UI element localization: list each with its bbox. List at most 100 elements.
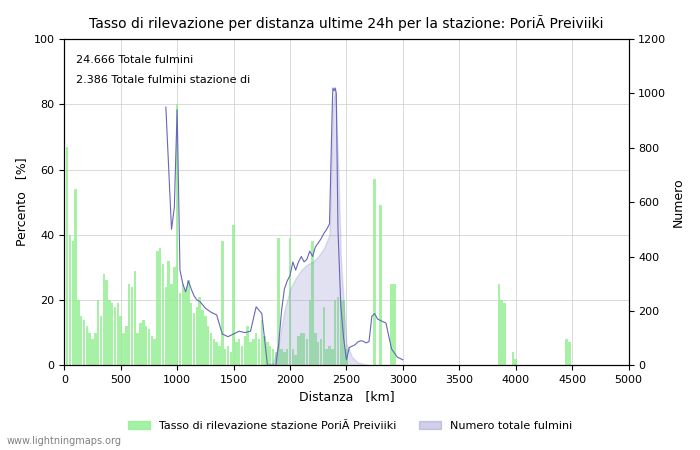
Bar	[94, 333, 97, 365]
Bar	[280, 349, 283, 365]
Bar	[218, 346, 220, 365]
Legend: Tasso di rilevazione stazione PoriÃ Preiviiki, Numero totale fulmini: Tasso di rilevazione stazione PoriÃ Prei…	[123, 417, 577, 436]
Bar	[97, 300, 99, 365]
Bar	[258, 339, 260, 365]
Bar	[566, 339, 568, 365]
Bar	[190, 303, 193, 365]
Bar	[187, 280, 190, 365]
Bar	[91, 339, 94, 365]
Bar	[122, 333, 125, 365]
Bar	[199, 297, 201, 365]
Bar	[298, 336, 300, 365]
Bar	[102, 274, 105, 365]
Bar	[167, 261, 170, 365]
Bar	[334, 300, 337, 365]
Bar	[238, 339, 241, 365]
Y-axis label: Numero: Numero	[672, 177, 685, 227]
Bar	[178, 293, 181, 365]
Bar	[145, 326, 147, 365]
Bar	[99, 316, 102, 365]
Bar	[139, 323, 141, 365]
Bar	[260, 320, 263, 365]
Bar	[235, 342, 237, 365]
Bar	[108, 300, 111, 365]
Bar	[303, 333, 305, 365]
Y-axis label: Percento   [%]: Percento [%]	[15, 158, 28, 247]
Bar	[221, 241, 223, 365]
Bar	[173, 267, 176, 365]
Bar	[106, 280, 108, 365]
Bar	[246, 326, 249, 365]
Bar	[317, 342, 319, 365]
Bar	[117, 303, 119, 365]
Bar	[286, 349, 288, 365]
Bar	[142, 320, 144, 365]
Bar	[153, 339, 156, 365]
Bar	[300, 333, 302, 365]
Bar	[216, 342, 218, 365]
Text: 24.666 Totale fulmini: 24.666 Totale fulmini	[76, 55, 192, 65]
Title: Tasso di rilevazione per distanza ultime 24h per la stazione: PoriÃ Preiviiki: Tasso di rilevazione per distanza ultime…	[89, 15, 603, 31]
Text: www.lightningmaps.org: www.lightningmaps.org	[7, 436, 122, 446]
Bar	[373, 179, 376, 365]
Bar	[269, 346, 272, 365]
Bar	[244, 336, 246, 365]
Bar	[170, 284, 173, 365]
X-axis label: Distanza   [km]: Distanza [km]	[299, 391, 394, 404]
Bar	[295, 356, 297, 365]
Bar	[148, 329, 150, 365]
Bar	[312, 241, 314, 365]
Bar	[224, 349, 226, 365]
Bar	[210, 333, 212, 365]
Bar	[328, 346, 330, 365]
Bar	[393, 284, 395, 365]
Bar	[503, 303, 505, 365]
Bar	[156, 251, 159, 365]
Bar	[80, 316, 83, 365]
Bar	[83, 320, 85, 365]
Bar	[204, 316, 206, 365]
Bar	[255, 333, 258, 365]
Bar	[320, 339, 322, 365]
Bar	[134, 270, 136, 365]
Bar	[77, 300, 80, 365]
Bar	[277, 238, 280, 365]
Bar	[213, 339, 215, 365]
Bar	[111, 303, 113, 365]
Bar	[193, 313, 195, 365]
Bar	[227, 346, 229, 365]
Bar	[342, 300, 345, 365]
Bar	[314, 333, 316, 365]
Bar	[176, 104, 178, 365]
Bar	[292, 349, 294, 365]
Bar	[136, 333, 139, 365]
Bar	[74, 189, 77, 365]
Bar	[181, 284, 184, 365]
Bar	[196, 306, 198, 365]
Bar	[164, 287, 167, 365]
Bar	[309, 300, 311, 365]
Bar	[272, 349, 274, 365]
Bar	[266, 342, 269, 365]
Text: 2.386 Totale fulmini stazione di: 2.386 Totale fulmini stazione di	[76, 75, 250, 85]
Bar	[568, 342, 570, 365]
Bar	[323, 306, 325, 365]
Bar	[379, 205, 382, 365]
Bar	[263, 336, 266, 365]
Bar	[69, 235, 71, 365]
Bar	[162, 264, 164, 365]
Bar	[184, 290, 187, 365]
Bar	[85, 326, 88, 365]
Bar	[514, 359, 517, 365]
Bar	[498, 284, 500, 365]
Bar	[230, 352, 232, 365]
Bar	[500, 300, 503, 365]
Bar	[207, 326, 209, 365]
Bar	[326, 349, 328, 365]
Bar	[131, 287, 133, 365]
Bar	[249, 342, 252, 365]
Bar	[120, 316, 122, 365]
Bar	[150, 336, 153, 365]
Bar	[512, 352, 514, 365]
Bar	[252, 339, 255, 365]
